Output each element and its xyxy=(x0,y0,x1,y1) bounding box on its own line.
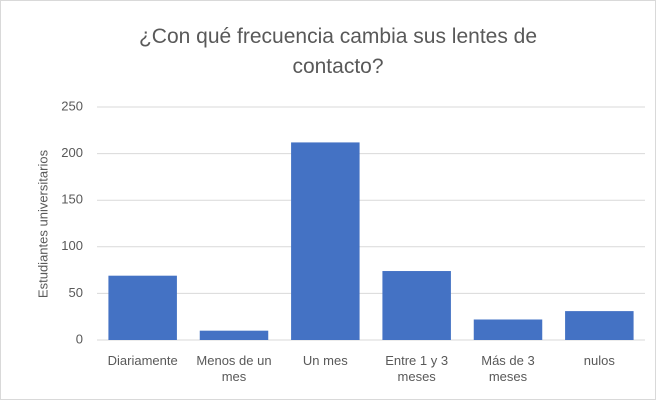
x-tick-label: Menos de un mes xyxy=(196,353,272,384)
bar xyxy=(565,311,634,340)
y-tick-label: 100 xyxy=(61,238,83,253)
x-tick-label: Entre 1 y 3 meses xyxy=(385,353,449,384)
y-tick-label: 250 xyxy=(61,98,83,113)
bar xyxy=(199,330,269,340)
y-tick-label: 50 xyxy=(69,285,83,300)
x-tick-label: Más de 3 meses xyxy=(481,353,535,384)
y-tick-label: 150 xyxy=(61,192,83,207)
y-tick-label: 0 xyxy=(76,331,83,346)
x-tick-label: nulos xyxy=(583,353,615,368)
x-tick-label: Un mes xyxy=(302,353,348,368)
bar xyxy=(382,271,451,340)
bar xyxy=(291,142,360,340)
chart-title: ¿Con qué frecuencia cambia sus lentes de… xyxy=(138,25,538,78)
bar xyxy=(473,319,543,340)
bar xyxy=(108,275,177,340)
x-tick-label: Diariamente xyxy=(107,353,178,368)
y-tick-label: 200 xyxy=(61,145,83,160)
y-axis-label: Estudiantes universitarios xyxy=(35,149,50,298)
